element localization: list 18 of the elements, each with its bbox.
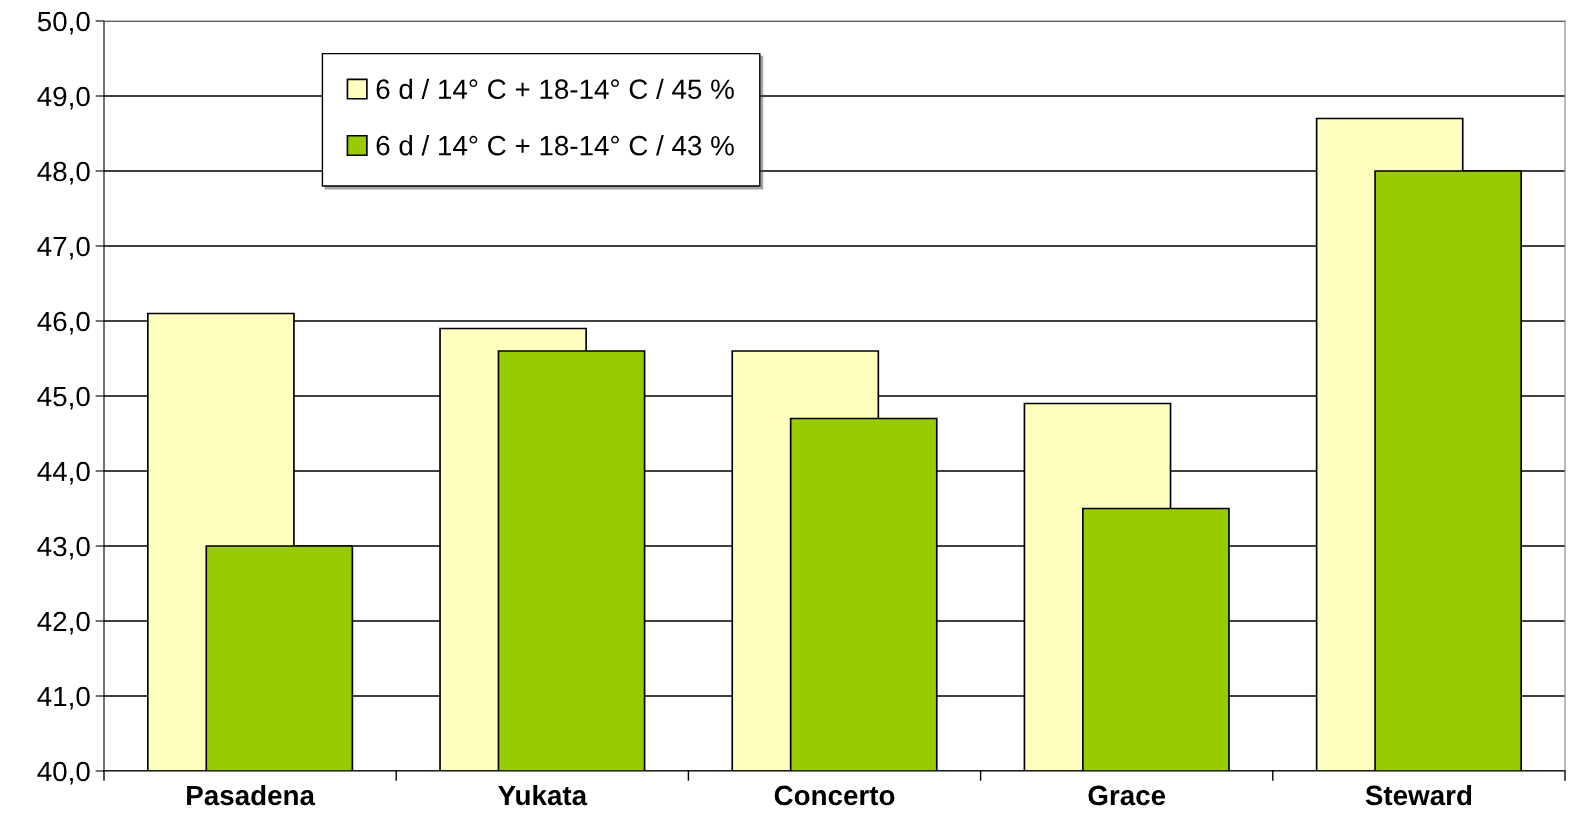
y-tick-label: 40,0 — [37, 761, 90, 785]
y-tick-label: 41,0 — [37, 686, 90, 710]
x-tick-label: Steward — [1365, 784, 1472, 806]
x-tick-label: Grace — [1088, 785, 1166, 806]
y-tick-label: 43,0 — [37, 536, 90, 560]
y-tick-label: 44,0 — [37, 461, 90, 485]
y-tick-label: 46,0 — [37, 311, 90, 335]
y-tick-label: 49,0 — [37, 86, 90, 110]
legend-label: 6 d / 14° C + 18-14° C / 45 % — [376, 78, 734, 100]
x-tick-label: Pasadena — [187, 784, 316, 806]
y-tick-label: 42,0 — [37, 611, 90, 635]
x-tick-label: Yukata — [497, 784, 588, 806]
y-tick-label: 47,0 — [37, 236, 90, 260]
y-tick-label: 45,0 — [37, 386, 90, 410]
x-tick-label: Concerto — [774, 785, 895, 806]
y-tick-label: 50,0 — [37, 11, 90, 35]
legend-label: 6 d / 14° C + 18-14° C / 43 % — [376, 135, 734, 156]
y-tick-label: 48,0 — [37, 161, 90, 185]
